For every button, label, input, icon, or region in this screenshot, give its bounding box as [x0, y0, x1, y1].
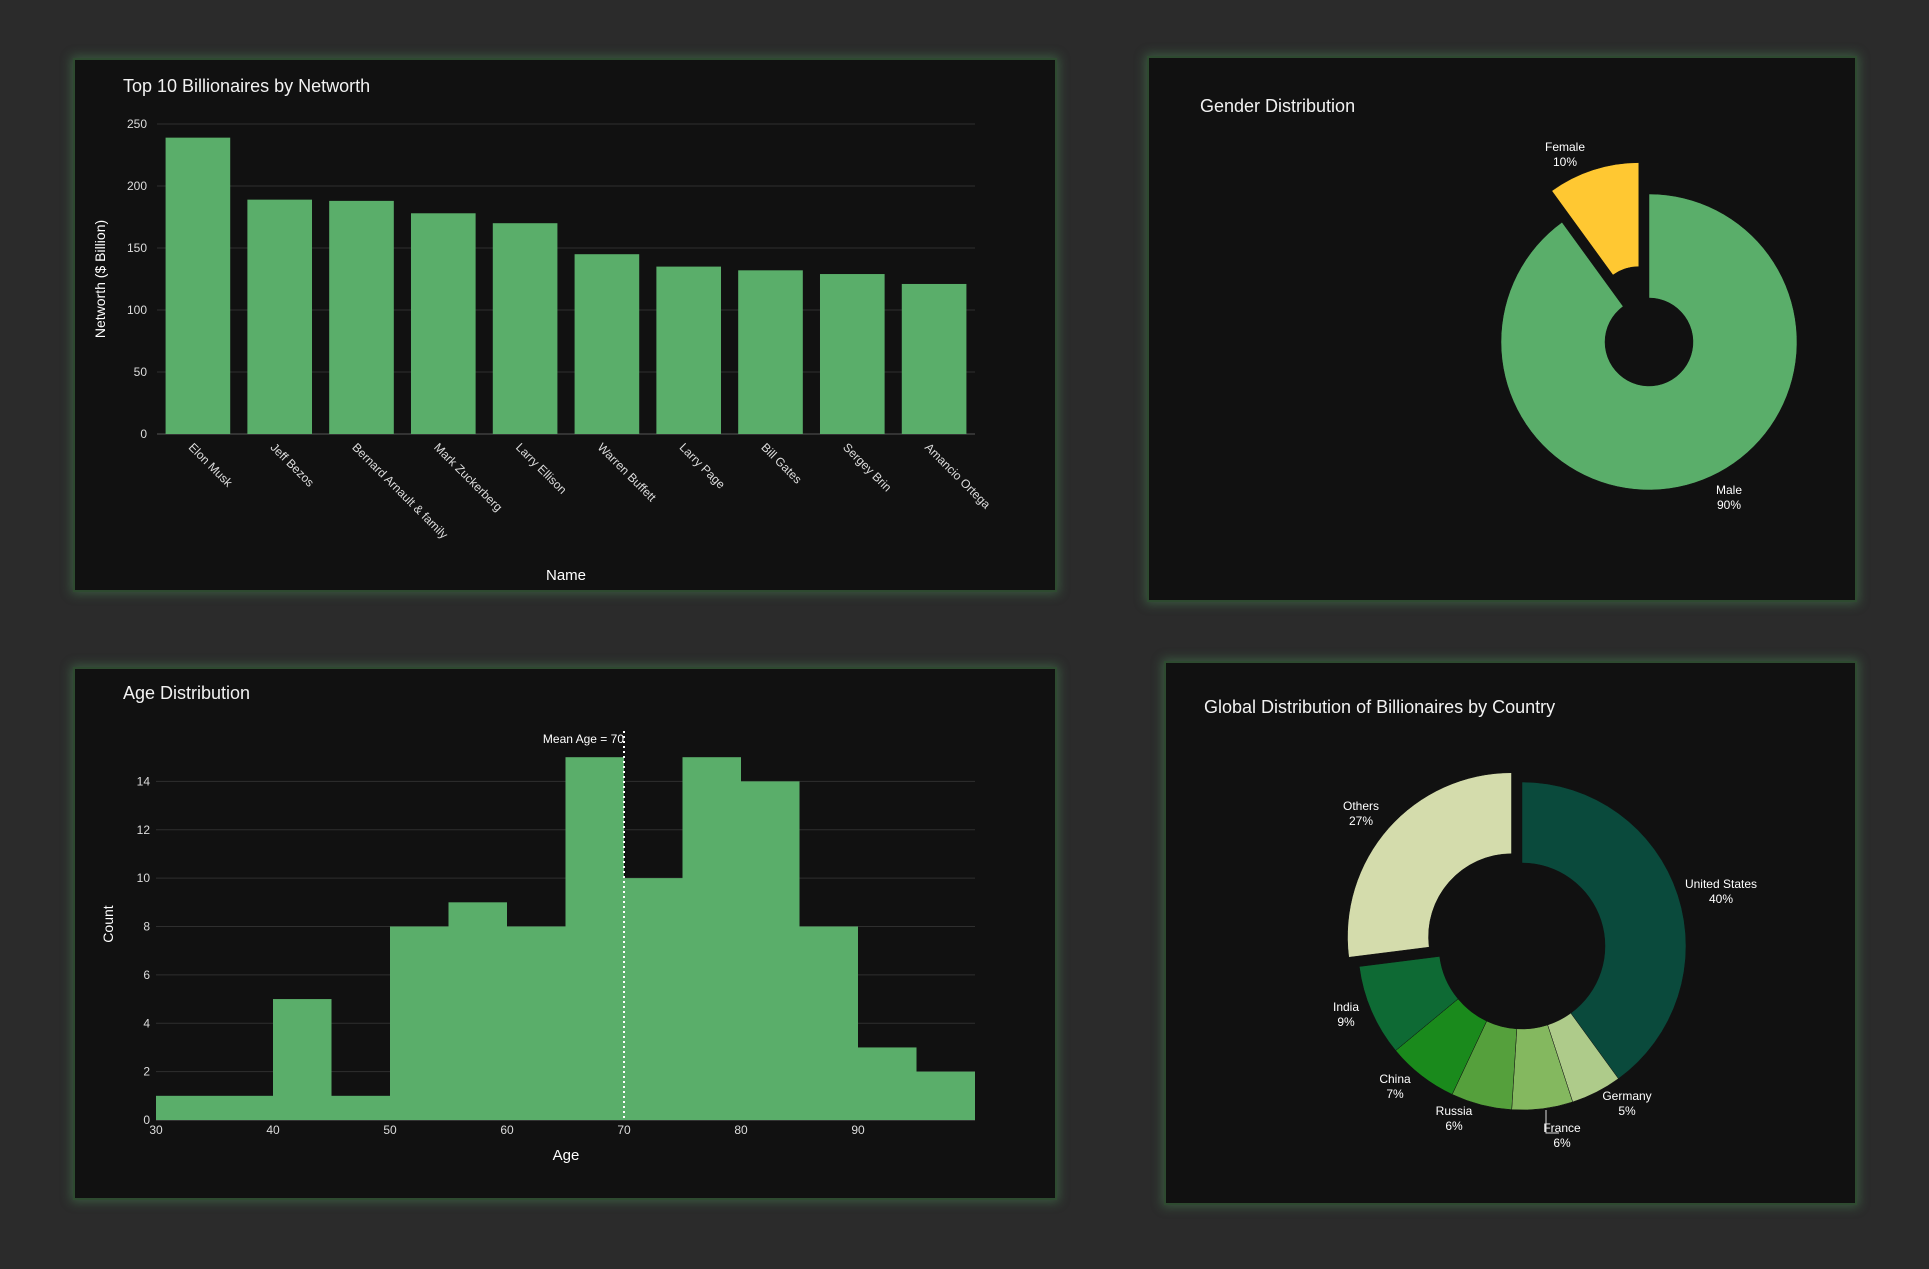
histogram-bar	[507, 926, 566, 1120]
y-tick-label: 200	[127, 179, 147, 193]
slice-united-states	[1521, 781, 1687, 1080]
x-tick-label: 80	[734, 1123, 748, 1137]
x-tick-label: Larry Page	[677, 440, 729, 492]
y-tick-label: 2	[143, 1065, 150, 1079]
gender-chart-panel: Male 90% Female 10% Gender Distribution	[1147, 56, 1857, 602]
bar-larry-ellison	[492, 223, 558, 434]
slice-percent-france: 6%	[1553, 1136, 1571, 1150]
age-chart-panel: 0 2 4 6 8 10 12 14 30 40 50 60 70 80 90 Mean Age = 70 Ag…	[73, 667, 1057, 1200]
slice-others	[1347, 772, 1512, 958]
y-tick-label: 8	[143, 920, 150, 934]
slice-percent-male: 90%	[1717, 498, 1741, 512]
x-axis-title: Name	[546, 567, 586, 584]
x-tick-label: 30	[149, 1123, 163, 1137]
x-tick-label: Amancio Ortega	[922, 440, 993, 511]
bar-sergey-brin	[819, 274, 885, 434]
y-tick-label: 250	[127, 117, 147, 131]
age-histogram: 0 2 4 6 8 10 12 14 30 40 50 60 70 80 90 Mean Age = 70 Ag…	[100, 731, 975, 1164]
histogram-bar	[624, 878, 683, 1120]
y-tick-label: 4	[143, 1016, 150, 1030]
y-tick-label: 14	[137, 774, 151, 788]
histogram-bar	[858, 1047, 917, 1120]
histogram-bar	[741, 781, 800, 1120]
slice-leader-line	[1545, 1110, 1559, 1134]
slice-label-india: India	[1333, 1000, 1359, 1014]
slice-percent-germany: 5%	[1618, 1104, 1636, 1118]
slice-label-russia: Russia	[1436, 1104, 1473, 1118]
histogram-bar	[799, 926, 858, 1120]
slice-percent-india: 9%	[1337, 1015, 1355, 1029]
histogram-bar	[156, 1095, 215, 1120]
y-tick-label: 100	[127, 303, 147, 317]
x-tick-label: Bernard Arnault & family	[349, 440, 450, 541]
histogram-bar	[682, 757, 741, 1120]
slice-percent-united-states: 40%	[1709, 892, 1733, 906]
networth-bar-chart: 0 50 100 150 200 250 Elon Musk Jeff Bezos Bernar…	[92, 117, 993, 584]
histogram-bar	[214, 1095, 273, 1120]
histogram-bar	[390, 926, 449, 1120]
x-tick-label: Elon Musk	[186, 440, 236, 490]
y-axis-title: Count	[100, 905, 116, 942]
bar-amancio-ortega	[901, 283, 967, 434]
bar-bernard-arnault-family	[329, 200, 394, 434]
histogram-bar	[273, 999, 332, 1120]
slice-label-china: China	[1379, 1072, 1411, 1086]
x-tick-label: Mark Zuckerberg	[431, 440, 505, 514]
x-tick-label: 60	[500, 1123, 514, 1137]
x-axis-title: Age	[553, 1147, 580, 1164]
slice-label-others: Others	[1343, 799, 1379, 813]
x-tick-label: 90	[851, 1123, 865, 1137]
slice-female	[1551, 162, 1640, 276]
networth-chart-title: Top 10 Billionaires by Networth	[123, 76, 371, 96]
slice-label-male: Male	[1716, 483, 1742, 497]
x-tick-label: Warren Buffett	[595, 440, 660, 505]
y-tick-label: 150	[127, 241, 147, 255]
x-tick-label: Bill Gates	[758, 440, 804, 486]
y-axis-title: Networth ($ Billion)	[92, 220, 108, 338]
bar-larry-page	[656, 266, 722, 434]
slice-percent-female: 10%	[1553, 155, 1577, 169]
country-chart-panel: United States 40% Germany 5% France 6% Russia 6…	[1164, 661, 1857, 1205]
slice-percent-others: 27%	[1349, 814, 1373, 828]
slice-india	[1359, 956, 1459, 1051]
slice-percent-china: 7%	[1386, 1087, 1404, 1101]
gender-chart-title: Gender Distribution	[1200, 96, 1356, 116]
bar-mark-zuckerberg	[410, 213, 476, 434]
histogram-bar	[565, 757, 624, 1120]
mean-age-annotation: Mean Age = 70	[543, 732, 624, 746]
y-tick-label: 50	[134, 365, 148, 379]
country-chart-title: Global Distribution of Billionaires by C…	[1204, 697, 1556, 717]
histogram-bar	[331, 1095, 390, 1120]
slice-percent-russia: 6%	[1445, 1119, 1463, 1133]
bar-elon-musk	[165, 137, 231, 434]
y-tick-label: 0	[143, 1113, 150, 1127]
y-tick-label: 10	[137, 871, 151, 885]
slice-label-germany: Germany	[1602, 1089, 1651, 1103]
y-tick-label: 12	[137, 823, 151, 837]
histogram-bar	[448, 902, 507, 1120]
networth-chart-panel: 0 50 100 150 200 250 Elon Musk Jeff Bezos Bernar…	[73, 58, 1057, 592]
slice-label-united-states: United States	[1685, 877, 1757, 891]
x-tick-label: Jeff Bezos	[268, 440, 317, 489]
bar-bill-gates	[738, 270, 803, 434]
histogram-bar	[916, 1071, 975, 1120]
slice-label-france: France	[1543, 1121, 1581, 1135]
bar-warren-buffett	[574, 254, 640, 434]
x-tick-label: Larry Ellison	[513, 440, 570, 497]
age-chart-title: Age Distribution	[123, 683, 251, 703]
bar-jeff-bezos	[247, 199, 313, 434]
x-tick-label: 40	[266, 1123, 280, 1137]
x-tick-label: 50	[383, 1123, 397, 1137]
x-tick-label: 70	[617, 1123, 631, 1137]
y-tick-label: 0	[140, 427, 147, 441]
country-donut-chart: United States40%Germany5%France6%Russia6…	[1333, 772, 1757, 1150]
y-tick-label: 6	[143, 968, 150, 982]
slice-label-female: Female	[1545, 140, 1585, 154]
slice-male	[1500, 193, 1798, 491]
x-tick-label: Sergey Brin	[840, 440, 894, 494]
